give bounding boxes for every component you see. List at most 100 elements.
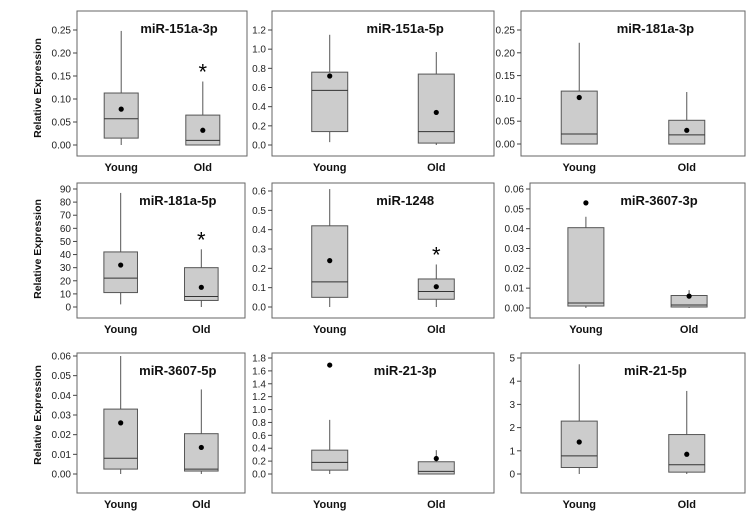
panel-8-ytick-label: 0.6	[252, 431, 266, 442]
panel-7-old-xtick-label: Old	[192, 499, 210, 511]
panel-1-ytick-label: 0.00	[52, 141, 72, 152]
panel-5-ytick-label: 0.3	[252, 245, 266, 256]
panel-4-ytick-label: 80	[60, 198, 72, 209]
panel-7-ytick-label: 0.00	[52, 470, 72, 481]
panel-1-ytick-label: 0.25	[52, 26, 72, 37]
panel-3-ytick-label: 0.25	[496, 26, 516, 37]
panel-4-young-box	[103, 251, 138, 294]
panel-4-ytick-label: 60	[60, 224, 72, 235]
panel-3-ytick-label: 0.10	[496, 94, 516, 105]
panel-8-ytick-label: 1.0	[252, 405, 266, 416]
panel-9-ytick-label: 3	[509, 400, 515, 411]
panel-1-old-xtick-label: Old	[194, 162, 212, 174]
panel-5-frame	[271, 182, 495, 319]
panel-8-frame	[271, 352, 495, 494]
panel-6-young-box	[567, 227, 605, 307]
panel-3-ytick-label: 0.15	[496, 71, 516, 82]
panel-8-ytick-label: 0.8	[252, 418, 266, 429]
panel-5-old-mean-point	[433, 284, 439, 290]
panel-4-ytick-label: 40	[60, 250, 72, 261]
panel-5-ytick-label: 0.1	[252, 283, 266, 294]
panel-3-old-xtick-label: Old	[678, 162, 696, 174]
panel-6-ytick-label: 0.00	[505, 304, 525, 315]
panel-9-ytick-label: 2	[509, 423, 515, 434]
panel-5-young-xtick-label: Young	[313, 324, 346, 336]
panel-8-ytick-label: 1.8	[252, 354, 266, 365]
panel-6-title: miR-3607-3p	[620, 193, 697, 208]
panel-3-title: miR-181a-3p	[617, 21, 694, 36]
panel-3-ytick-label: 0.05	[496, 117, 516, 128]
panel-3-young-xtick-label: Young	[563, 162, 596, 174]
panel-2-ytick-label: 0.6	[252, 83, 266, 94]
panel-8-ytick-label: 1.4	[252, 379, 266, 390]
panel-7-ytick-label: 0.03	[52, 411, 72, 422]
panel-9-ytick-label: 4	[509, 377, 515, 388]
panel-5-old-significance: *	[432, 242, 441, 267]
panel-3-ytick-label: 0.00	[496, 140, 516, 151]
panel-4-ytick-label: 50	[60, 237, 72, 248]
panel-4-old-box	[184, 267, 219, 301]
panel-6-ytick-label: 0.05	[505, 204, 525, 215]
panel-2-ytick-label: 0.4	[252, 102, 266, 113]
panel-7-young-mean-point	[118, 420, 124, 426]
panel-3-ytick-label: 0.20	[496, 48, 516, 59]
panel-6-frame	[529, 182, 746, 319]
panel-4-young-xtick-label: Young	[104, 324, 137, 336]
panel-2-frame	[271, 10, 495, 157]
panel-5-young-mean-point	[327, 258, 333, 264]
panel-4-title: miR-181a-5p	[139, 193, 216, 208]
panel-2-ytick-label: 1.2	[252, 26, 266, 37]
panel-6-ytick-label: 0.04	[505, 224, 525, 235]
panel-2-young-xtick-label: Young	[313, 162, 346, 174]
panel-7-old-mean-point	[198, 444, 204, 451]
panel-6-old-xtick-label: Old	[680, 324, 698, 336]
panel-5-ytick-label: 0.2	[252, 264, 266, 275]
panel-4-young-mean-point	[118, 262, 124, 268]
panel-2-young-mean-point	[327, 73, 333, 79]
panel-8-ytick-label: 1.2	[252, 392, 266, 403]
panel-6-ytick-label: 0.03	[505, 244, 525, 255]
panel-2-ytick-label: 1.0	[252, 45, 266, 56]
panel-2-old-mean-point	[433, 109, 439, 116]
panel-7-ylabel: Relative Expression	[32, 365, 44, 465]
panel-9-ytick-label: 1	[509, 446, 515, 457]
panel-9-old-mean-point	[684, 451, 690, 457]
panel-8-old-mean-point	[433, 455, 439, 462]
panel-6-ytick-label: 0.01	[505, 284, 525, 295]
panel-4-ytick-label: 0	[65, 303, 71, 314]
panel-6-young-xtick-label: Young	[569, 324, 602, 336]
panel-5-title: miR-1248	[376, 193, 434, 208]
panel-4-ytick-label: 90	[60, 185, 72, 196]
panel-1-ytick-label: 0.20	[52, 49, 72, 60]
panel-7-ytick-label: 0.01	[52, 450, 72, 461]
panel-2-title: miR-151a-5p	[367, 21, 444, 36]
panel-3-young-mean-point	[576, 94, 582, 101]
panel-9-young-xtick-label: Young	[563, 499, 596, 511]
panel-8-old-xtick-label: Old	[427, 499, 445, 511]
panel-9-title: miR-21-5p	[624, 363, 687, 378]
panel-8-young-xtick-label: Young	[313, 499, 346, 511]
panel-7-ytick-label: 0.02	[52, 430, 72, 441]
panel-1-old-significance: *	[199, 60, 208, 85]
panel-1-young-mean-point	[118, 106, 124, 112]
panel-4-ytick-label: 10	[60, 289, 72, 300]
panel-9-ytick-label: 0	[509, 470, 515, 481]
panel-4-ytick-label: 20	[60, 276, 72, 287]
panel-4-ylabel: Relative Expression	[32, 199, 44, 299]
panel-7-ytick-label: 0.05	[52, 371, 72, 382]
panel-4-old-significance: *	[197, 227, 206, 252]
panel-8-ytick-label: 0.4	[252, 444, 266, 455]
panel-4-ytick-label: 70	[60, 211, 72, 222]
panel-1-ytick-label: 0.15	[52, 72, 72, 83]
panel-9-young-mean-point	[576, 439, 582, 445]
panel-3-frame	[520, 10, 746, 157]
panel-7-ytick-label: 0.06	[52, 352, 72, 363]
panel-1-ytick-label: 0.10	[52, 95, 72, 106]
panel-4-ytick-label: 30	[60, 263, 72, 274]
panel-8-old-box	[417, 461, 455, 475]
panel-9-old-xtick-label: Old	[678, 499, 696, 511]
panel-8-young-mean-point	[327, 362, 333, 368]
panel-1-ylabel: Relative Expression	[32, 38, 44, 138]
panel-2-ytick-label: 0.8	[252, 64, 266, 75]
